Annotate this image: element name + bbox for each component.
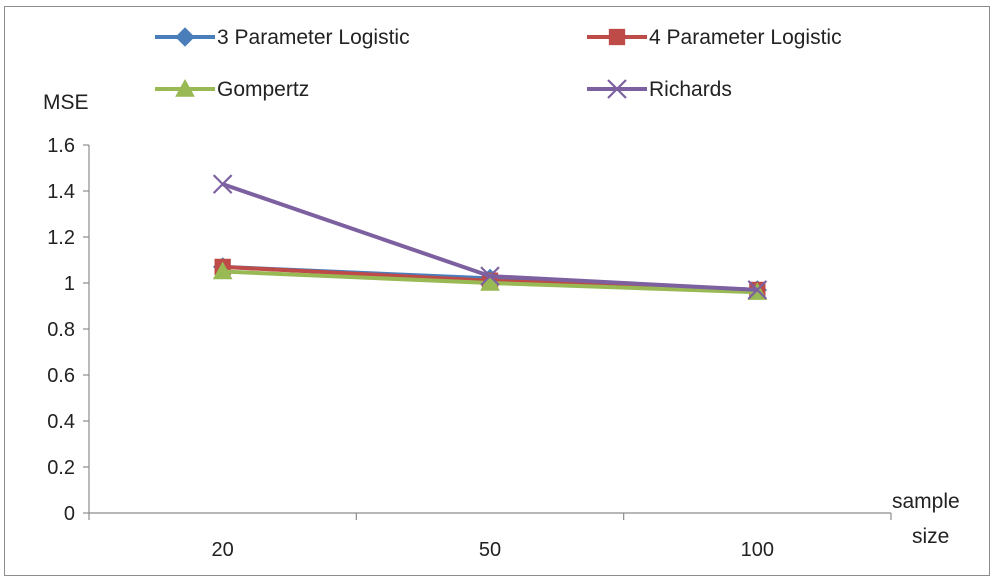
y-tick-label: 1.6 <box>47 135 75 157</box>
legend-entry: Gompertz <box>155 78 309 101</box>
data-point <box>480 266 500 286</box>
series-gompertz <box>212 261 768 300</box>
chart-frame: 3 Parameter Logistic 4 Parameter Logistic… <box>4 6 990 576</box>
legend-entry: 4 Parameter Logistic <box>587 26 842 49</box>
legend-marker <box>608 28 626 46</box>
y-tick-label: 0.2 <box>47 457 75 479</box>
legend: 3 Parameter Logistic 4 Parameter Logistic… <box>155 26 842 101</box>
y-tick-label: 0.6 <box>47 365 75 387</box>
legend-label: 3 Parameter Logistic <box>217 26 410 49</box>
y-tick-label: 1.4 <box>47 181 75 203</box>
legend-entry: 3 Parameter Logistic <box>155 26 410 49</box>
y-tick-label: 0 <box>64 503 75 525</box>
line-chart: 3 Parameter Logistic 4 Parameter Logistic… <box>43 26 960 561</box>
x-tick-label: 20 <box>212 539 234 561</box>
series <box>212 174 768 300</box>
data-point <box>212 261 233 280</box>
legend-marker <box>175 78 195 97</box>
y-tick-label: 1.2 <box>47 227 75 249</box>
x-axis-label-line-1: sample <box>892 490 960 513</box>
data-point <box>747 280 768 300</box>
x-axis-label-line-2: size <box>912 525 949 548</box>
legend-marker <box>607 79 627 99</box>
data-point <box>212 174 233 194</box>
axes <box>88 145 891 514</box>
legend-label: Richards <box>649 78 732 101</box>
legend-marker <box>175 27 195 47</box>
y-tick-label: 1 <box>64 273 75 295</box>
y-tick-label: 0.8 <box>47 319 75 341</box>
legend-entry: Richards <box>587 78 732 101</box>
legend-label: 4 Parameter Logistic <box>649 26 842 49</box>
series-richards <box>212 174 768 300</box>
legend-label: Gompertz <box>217 78 309 101</box>
x-tick-label: 100 <box>741 539 774 561</box>
y-axis-label: MSE <box>43 91 89 114</box>
x-ticks: 20 50 100 <box>88 513 892 561</box>
y-ticks: 0 0.2 0.4 0.6 0.8 1 1.2 1.4 1.6 <box>47 135 89 525</box>
y-tick-label: 0.4 <box>47 411 75 433</box>
x-tick-label: 50 <box>479 539 501 561</box>
